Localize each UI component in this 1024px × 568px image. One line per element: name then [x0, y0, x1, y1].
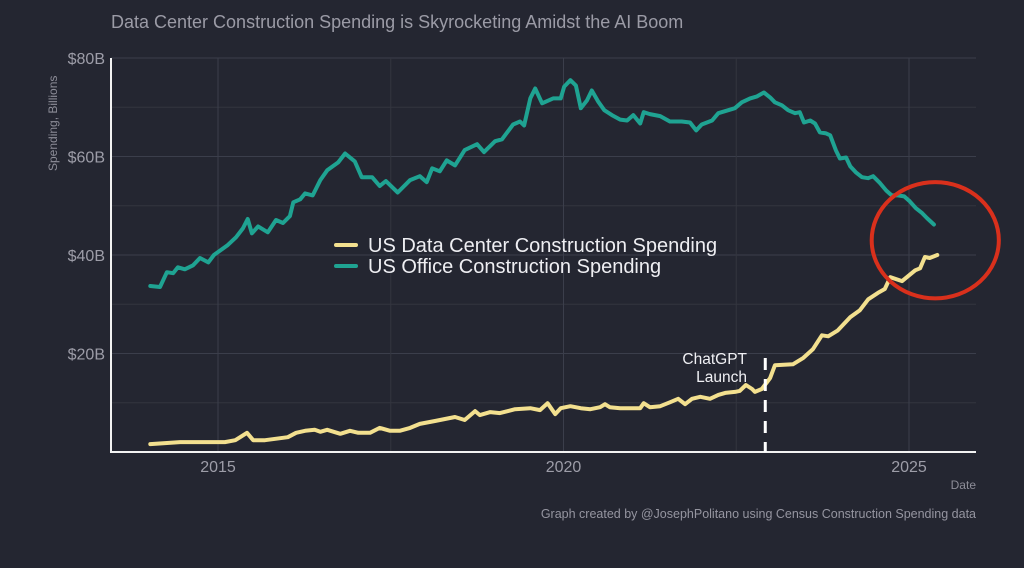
- y-tick-labels: $20B $40B $60B $80B: [68, 51, 105, 364]
- annotations: [763, 180, 1001, 452]
- legend: US Data Center Construction Spending US …: [334, 235, 717, 278]
- y-tick-label: $80B: [68, 51, 105, 68]
- x-axis-title: Date: [951, 478, 977, 492]
- y-tick-label: $60B: [68, 150, 105, 167]
- axes: [110, 58, 976, 453]
- x-tick-labels: 2015 2020 2025: [200, 459, 927, 476]
- x-tick-label: 2020: [546, 459, 582, 476]
- legend-label-office: US Office Construction Spending: [368, 256, 661, 278]
- annotation-label-line2: Launch: [696, 369, 747, 386]
- chart-caption: Graph created by @JosephPolitano using C…: [541, 507, 976, 521]
- chart-title: Data Center Construction Spending is Sky…: [111, 12, 683, 32]
- x-tick-label: 2025: [891, 459, 927, 476]
- y-tick-label: $20B: [68, 347, 105, 364]
- series-line-office: [148, 78, 936, 289]
- x-tick-label: 2015: [200, 459, 236, 476]
- gridlines: [111, 57, 976, 452]
- series-lines: [148, 78, 940, 447]
- annotation-label-line1: ChatGPT: [682, 351, 747, 368]
- highlight-circle: [869, 180, 1001, 301]
- series-line-data-center: [148, 253, 940, 447]
- legend-label-data-center: US Data Center Construction Spending: [368, 235, 717, 257]
- y-tick-label: $40B: [68, 248, 105, 265]
- y-axis-title: Spending, Billions: [46, 76, 60, 171]
